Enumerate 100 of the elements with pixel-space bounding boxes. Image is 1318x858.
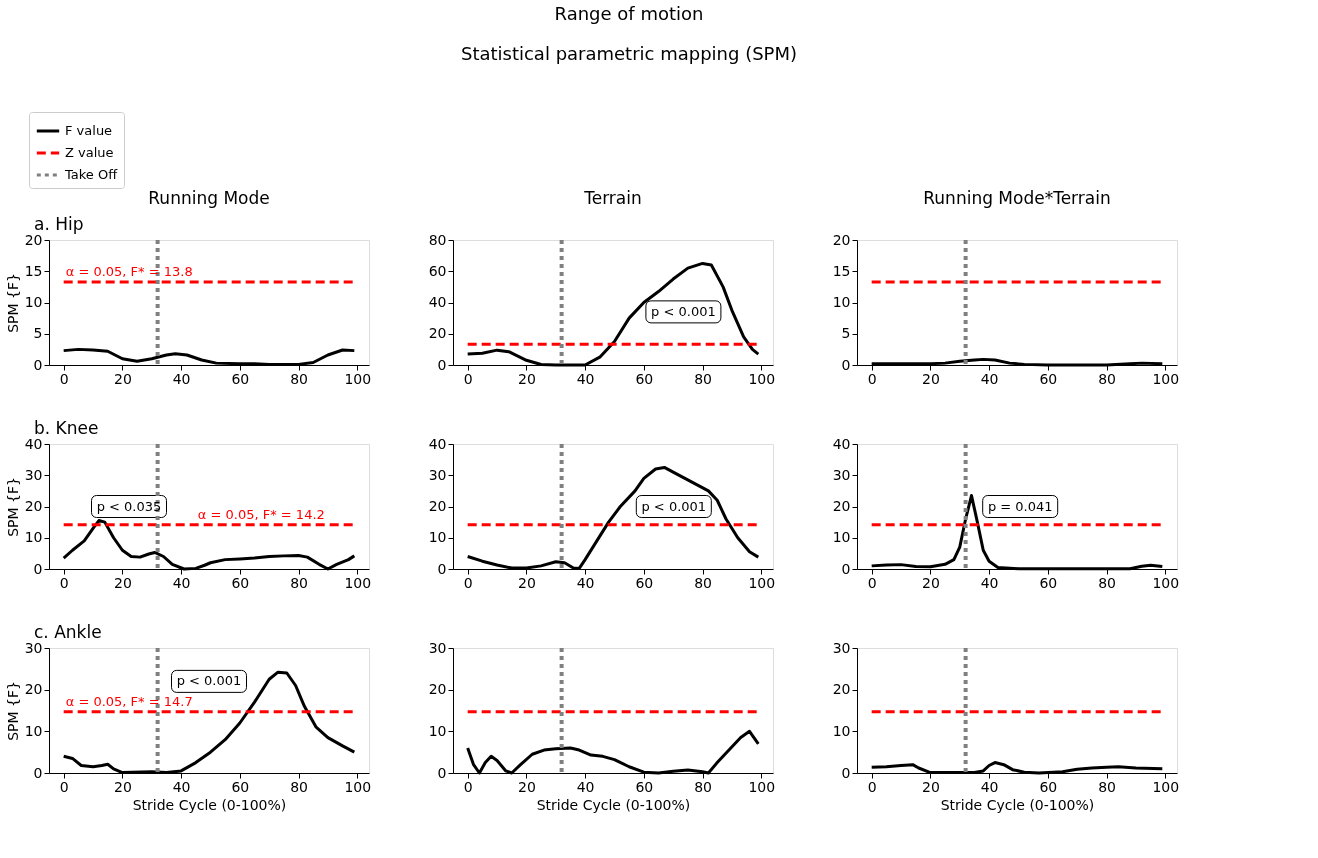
text: Range of motion	[554, 2, 704, 24]
annotation: p < 0.035	[96, 498, 162, 514]
annotation: p < 0.001	[641, 498, 707, 514]
data-label: α = 0.05, F* = 14.2	[197, 506, 325, 522]
x-tick-label: 60	[1039, 778, 1058, 795]
text: b. Knee	[34, 418, 99, 438]
x-tick-label: 60	[635, 574, 654, 591]
x-tick-label: 0	[463, 574, 473, 591]
x-tick-label: 20	[113, 370, 132, 387]
x-tick-label: 20	[517, 778, 536, 795]
y-tick-label: 40	[832, 435, 851, 452]
x-tick-label: 100	[748, 370, 776, 387]
y-tick-label: 10	[832, 722, 851, 739]
x-tick-label: 100	[344, 370, 372, 387]
x-tick-label: 40	[172, 370, 191, 387]
data-label: α = 0.05, F* = 14.7	[65, 693, 193, 709]
y-tick-label: 10	[24, 529, 43, 546]
x-tick-label: 20	[921, 778, 940, 795]
y-tick-label: 10	[24, 722, 43, 739]
x-tick-label: 80	[694, 370, 712, 387]
x-axis-title: Stride Cycle (0-100%)	[536, 796, 691, 813]
y-tick-label: 30	[24, 639, 43, 656]
x-tick-label: 100	[1152, 370, 1180, 387]
x-tick-label: 0	[867, 574, 877, 591]
y-tick-label: 0	[33, 764, 43, 781]
y-tick-label: 10	[24, 294, 43, 310]
y-tick-label: 20	[832, 231, 851, 248]
y-axis-title: SPM {F}	[4, 477, 21, 537]
y-tick-label: 30	[832, 639, 851, 656]
x-tick-label: 100	[1152, 574, 1180, 591]
chart-title: Terrain	[583, 188, 642, 208]
x-tick-label: 0	[867, 778, 877, 795]
y-tick-label: 60	[428, 262, 447, 279]
x-tick-label: 40	[980, 778, 999, 795]
x-tick-label: 60	[635, 370, 654, 387]
text: a. Hip	[34, 214, 84, 234]
x-tick-label: 100	[344, 574, 372, 591]
x-tick-label: 40	[576, 370, 595, 387]
x-tick-label: 0	[59, 574, 69, 591]
y-tick-label: 40	[24, 435, 43, 452]
text: Statistical parametric mapping (SPM)	[460, 42, 798, 64]
x-tick-label: 0	[59, 778, 69, 795]
x-tick-label: 100	[748, 574, 776, 591]
y-tick-label: 20	[24, 498, 43, 514]
x-tick-label: 100	[344, 778, 372, 795]
x-tick-label: 80	[290, 778, 308, 795]
y-tick-label: 40	[428, 435, 447, 452]
annotation: p < 0.001	[176, 673, 242, 689]
legend-label: F value	[65, 123, 113, 138]
x-tick-label: 40	[172, 574, 191, 591]
x-tick-label: 60	[1039, 574, 1058, 591]
legend-label: Take Off	[64, 167, 119, 182]
x-tick-label: 40	[980, 574, 999, 591]
x-tick-label: 60	[231, 370, 250, 387]
x-tick-label: 20	[113, 778, 132, 795]
x-tick-label: 100	[1152, 778, 1180, 795]
x-tick-label: 80	[1098, 778, 1116, 795]
x-tick-label: 80	[694, 778, 712, 795]
y-axis-title: SPM {F}	[4, 681, 21, 741]
y-tick-label: 20	[428, 498, 447, 514]
x-axis-title: Stride Cycle (0-100%)	[940, 796, 1095, 813]
x-tick-label: 20	[113, 574, 132, 591]
x-tick-label: 0	[463, 370, 473, 387]
y-tick-label: 10	[832, 294, 851, 310]
y-tick-label: 0	[33, 356, 43, 373]
y-tick-label: 20	[428, 681, 447, 698]
y-tick-label: 30	[428, 639, 447, 656]
x-axis-title: Stride Cycle (0-100%)	[132, 796, 287, 813]
legend-label: Z value	[65, 145, 114, 160]
y-tick-label: 0	[841, 560, 851, 577]
y-tick-label: 20	[832, 681, 851, 698]
y-tick-label: 0	[437, 560, 447, 577]
data-label: α = 0.05, F* = 13.8	[65, 263, 193, 279]
x-tick-label: 60	[1039, 370, 1058, 387]
x-tick-label: 40	[172, 778, 191, 795]
y-tick-label: 0	[841, 356, 851, 373]
y-tick-label: 0	[437, 356, 447, 373]
annotation: p < 0.001	[651, 303, 716, 319]
x-tick-label: 0	[867, 370, 877, 387]
x-tick-label: 60	[231, 778, 250, 795]
y-tick-label: 0	[33, 560, 43, 577]
y-tick-label: 10	[832, 529, 851, 546]
text: c. Ankle	[34, 622, 102, 642]
x-tick-label: 0	[463, 778, 473, 795]
y-tick-label: 20	[24, 681, 43, 698]
y-tick-label: 5	[33, 325, 43, 342]
y-tick-label: 0	[437, 764, 447, 781]
x-tick-label: 60	[231, 574, 250, 591]
y-tick-label: 10	[428, 722, 447, 739]
x-tick-label: 80	[1098, 574, 1116, 591]
y-tick-label: 5	[841, 325, 851, 342]
x-tick-label: 80	[290, 574, 308, 591]
y-tick-label: 0	[841, 764, 851, 781]
x-tick-label: 40	[576, 778, 595, 795]
y-tick-label: 30	[832, 466, 851, 483]
y-tick-label: 30	[24, 466, 43, 483]
x-tick-label: 80	[290, 370, 308, 387]
y-tick-label: 20	[832, 498, 851, 514]
chart-title: Running Mode	[148, 188, 270, 208]
x-tick-label: 20	[517, 370, 536, 387]
